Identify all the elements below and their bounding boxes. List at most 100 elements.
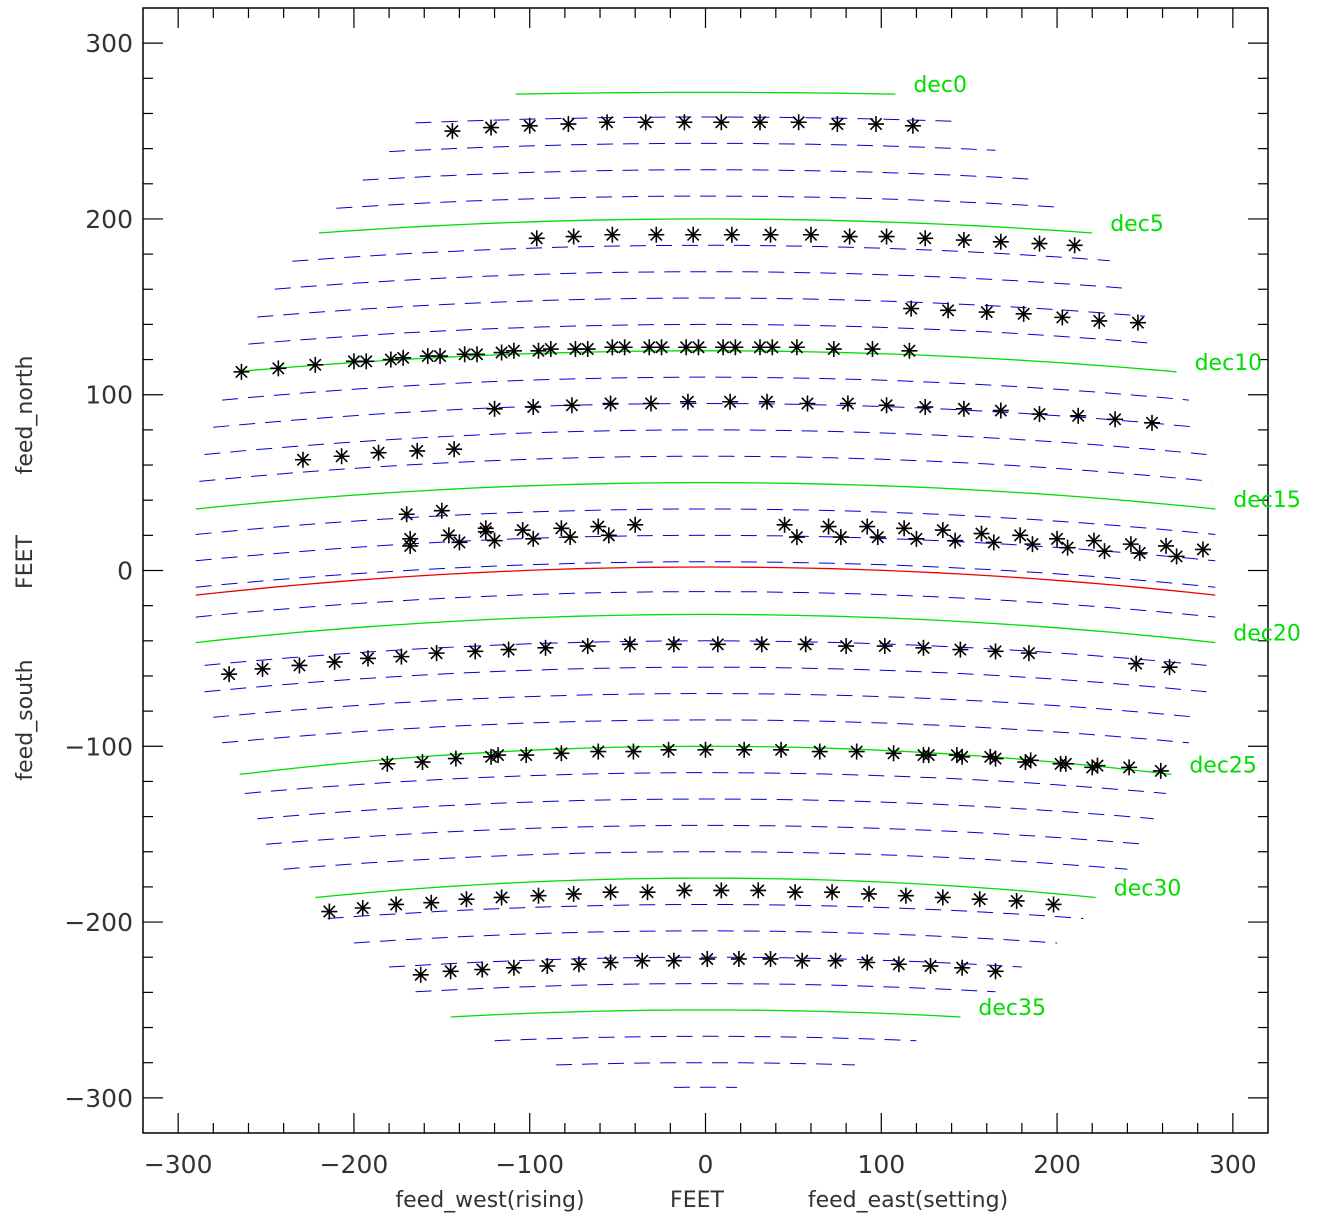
strip-line [257, 798, 1154, 820]
marker-stroke [272, 362, 285, 375]
marker-stroke [975, 527, 988, 540]
marker-stroke [293, 659, 306, 672]
data-point [1054, 309, 1071, 326]
data-point [505, 959, 522, 976]
marker-stroke [569, 342, 582, 356]
data-point [553, 745, 570, 762]
data-point [1152, 762, 1169, 779]
marker-stroke [1017, 307, 1030, 321]
marker-stroke [544, 342, 558, 356]
marker-stroke [328, 655, 341, 669]
marker-stroke [527, 532, 540, 546]
marker-stroke [396, 351, 410, 365]
marker-stroke [572, 958, 586, 971]
marker-stroke [1054, 757, 1067, 771]
marker-stroke [495, 346, 508, 359]
data-point [802, 226, 819, 243]
data-point [660, 741, 677, 758]
data-point [468, 346, 485, 363]
data-point [442, 963, 459, 980]
data-point [982, 748, 999, 765]
data-point [1091, 312, 1108, 329]
data-point [992, 233, 1009, 250]
y-tick-label: 300 [85, 29, 133, 58]
marker-stroke [628, 518, 642, 532]
x-axis-label-east: feed_east(setting) [808, 1188, 1008, 1213]
data-point [291, 657, 308, 674]
data-point [903, 300, 920, 317]
marker-stroke [778, 518, 791, 532]
strip-line [336, 195, 1058, 209]
marker-stroke [701, 952, 714, 966]
data-point [848, 743, 865, 760]
data-point [474, 961, 491, 978]
data-point [948, 747, 965, 764]
marker-stroke [581, 342, 594, 356]
marker-stroke [516, 523, 529, 537]
strip-line [415, 983, 996, 993]
data-point [1168, 548, 1185, 565]
x-tick-label: 0 [698, 1150, 714, 1179]
marker-stroke [850, 745, 863, 758]
marker-stroke [447, 442, 461, 456]
marker-stroke [488, 402, 501, 416]
marker-stroke [1093, 314, 1106, 328]
marker-stroke [1026, 537, 1039, 551]
data-point [713, 882, 730, 899]
marker-stroke [692, 341, 705, 354]
data-point [458, 891, 475, 908]
marker-stroke [950, 748, 964, 762]
marker-stroke [822, 520, 835, 533]
data-point [869, 529, 886, 546]
data-markers [221, 114, 1211, 983]
marker-stroke [1056, 311, 1069, 324]
marker-stroke [502, 643, 515, 656]
data-point [885, 745, 902, 762]
marker-stroke [711, 638, 725, 651]
data-point [1031, 235, 1048, 252]
dec-label: dec0 [913, 73, 967, 98]
marker-stroke [567, 230, 580, 243]
data-point [602, 395, 619, 412]
data-point [393, 648, 410, 665]
marker-stroke [562, 117, 575, 131]
marker-stroke [563, 530, 577, 544]
marker-stroke [1047, 898, 1060, 911]
marker-stroke [878, 639, 892, 653]
marker-stroke [323, 905, 336, 918]
data-point [648, 226, 665, 243]
data-point [432, 348, 449, 365]
marker-stroke [737, 743, 751, 757]
data-point [787, 884, 804, 901]
marker-stroke [222, 667, 236, 681]
marker-stroke [1061, 541, 1074, 554]
data-point [915, 639, 932, 656]
marker-stroke [725, 228, 739, 241]
marker-stroke [729, 341, 742, 354]
data-point [859, 518, 876, 535]
marker-stroke [1122, 761, 1136, 774]
data-point [713, 114, 730, 131]
data-point [829, 116, 846, 133]
marker-stroke [507, 961, 521, 974]
strip-line [204, 429, 1207, 455]
y-tick-label: 0 [117, 557, 133, 586]
marker-stroke [491, 748, 505, 762]
strip-line [327, 904, 1084, 919]
data-point [1121, 759, 1138, 776]
data-point [518, 747, 535, 764]
dec-label: dec30 [1114, 876, 1182, 901]
marker-stroke [356, 901, 369, 915]
marker-stroke [296, 453, 310, 466]
marker-stroke [764, 228, 777, 241]
marker-stroke [442, 529, 456, 542]
strip-line [222, 376, 1189, 401]
strip-line [274, 271, 1128, 290]
marker-stroke [825, 885, 839, 899]
data-point [370, 444, 387, 461]
marker-stroke [523, 119, 536, 132]
marker-stroke [948, 534, 962, 547]
data-point [602, 954, 619, 971]
marker-stroke [1124, 537, 1138, 551]
data-point [1096, 543, 1113, 560]
